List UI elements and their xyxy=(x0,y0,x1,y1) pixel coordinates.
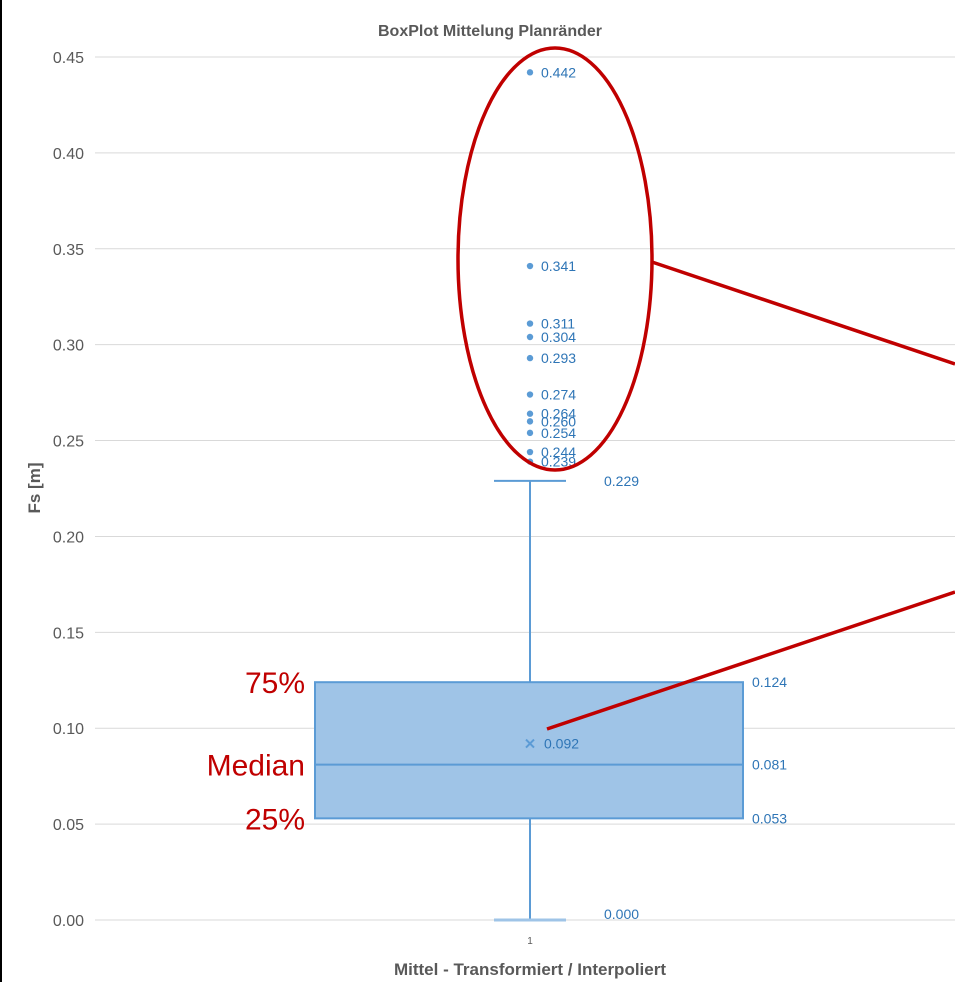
outlier-label-5: 0.274 xyxy=(541,387,576,403)
iqr-box xyxy=(314,681,744,820)
outlier-label-2: 0.311 xyxy=(541,316,575,332)
y-tick-label-0: 0.00 xyxy=(53,913,84,930)
outlier-point-1 xyxy=(526,262,534,270)
outlier-label-9: 0.244 xyxy=(541,444,576,460)
y-tick-label-6: 0.30 xyxy=(53,338,84,355)
gridlines xyxy=(95,56,955,921)
q3-annotation: 75% xyxy=(245,667,305,700)
x-tick-label: 1 xyxy=(527,936,533,947)
annotation-group: 75% Median 25% xyxy=(207,46,955,836)
y-tick-label-8: 0.40 xyxy=(53,146,84,163)
outlier-label-8: 0.254 xyxy=(541,425,576,441)
y-tick-label-2: 0.10 xyxy=(53,721,84,738)
y-tick-label-9: 0.45 xyxy=(53,50,84,67)
y-tick-label-3: 0.15 xyxy=(53,625,84,642)
outlier-label-6: 0.264 xyxy=(541,406,576,422)
outlier-label-1: 0.341 xyxy=(541,258,576,274)
callout-line-outliers xyxy=(651,260,955,366)
outlier-point-9 xyxy=(526,448,534,456)
callout-line-mean xyxy=(546,590,955,731)
whisker-high-value-label: 0.229 xyxy=(604,473,639,489)
mean-marker xyxy=(525,738,535,749)
mean-value-label: 0.092 xyxy=(544,736,579,752)
median-value-label: 0.081 xyxy=(752,757,787,773)
outlier-label-3: 0.304 xyxy=(541,329,576,345)
chart-title: BoxPlot Mittelung Planränder xyxy=(378,23,602,40)
y-tick-label-4: 0.20 xyxy=(53,529,84,546)
q3-value-label: 0.124 xyxy=(752,674,787,690)
outlier-label-0: 0.442 xyxy=(541,64,576,80)
outlier-point-0 xyxy=(526,69,534,76)
outlier-point-6 xyxy=(526,410,534,417)
outlier-point-3 xyxy=(526,333,534,341)
y-tick-labels: 0.00 0.05 0.10 0.15 0.20 0.25 0.30 0.35 0.40 0.45 xyxy=(53,50,84,930)
outlier-label-4: 0.293 xyxy=(541,350,576,366)
outlier-label-7: 0.260 xyxy=(541,413,576,429)
y-axis-label: Fs [m] xyxy=(25,463,44,514)
box-group xyxy=(314,479,744,922)
q1-value-label: 0.053 xyxy=(752,810,787,826)
outlier-point-2 xyxy=(526,320,534,327)
q1-annotation: 25% xyxy=(245,803,305,836)
y-tick-label-7: 0.35 xyxy=(53,242,84,259)
outlier-point-7 xyxy=(526,418,534,425)
value-labels: 0.229 0.124 0.081 0.053 0.000 0.092 xyxy=(544,473,787,922)
outlier-highlight-ellipse xyxy=(456,46,654,472)
min-value-label: 0.000 xyxy=(604,906,639,922)
y-tick-label-1: 0.05 xyxy=(53,817,84,834)
outlier-point-5 xyxy=(526,391,534,398)
outlier-point-8 xyxy=(526,429,534,437)
x-axis-label: Mittel - Transformiert / Interpoliert xyxy=(394,960,666,979)
median-annotation: Median xyxy=(207,750,305,783)
y-tick-label-5: 0.25 xyxy=(53,434,84,451)
outlier-label-10: 0.239 xyxy=(541,454,576,470)
outlier-point-4 xyxy=(526,354,534,362)
